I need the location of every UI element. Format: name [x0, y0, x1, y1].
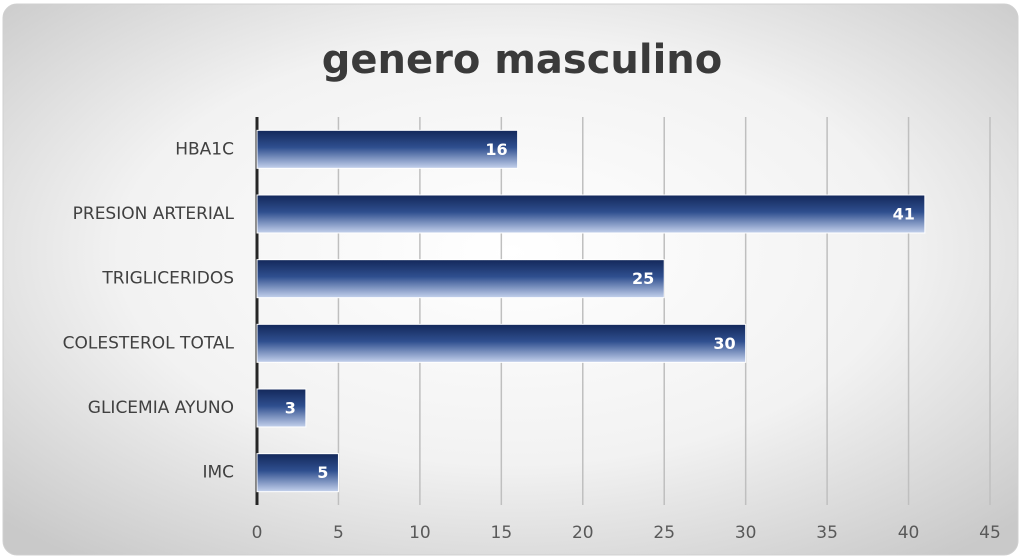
- bar: [256, 453, 339, 493]
- x-tick-label: 20: [572, 523, 594, 543]
- x-tick-label: 40: [898, 523, 920, 543]
- data-label: 30: [713, 334, 735, 353]
- bar: [256, 194, 926, 234]
- y-tick-label: COLESTEROL TOTAL: [63, 333, 235, 353]
- bar: [256, 323, 747, 363]
- data-label: 5: [317, 463, 328, 482]
- x-tick-label: 5: [333, 523, 344, 543]
- x-tick-label: 30: [735, 523, 757, 543]
- bar: [256, 388, 307, 428]
- data-label: 16: [485, 140, 507, 159]
- y-tick-label: GLICEMIA AYUNO: [88, 398, 234, 418]
- bar: [256, 129, 519, 169]
- y-tick-label: IMC: [202, 463, 234, 483]
- data-label: 25: [632, 269, 654, 288]
- y-tick-label: TRIGLICERIDOS: [101, 269, 234, 289]
- bar: [256, 259, 665, 299]
- y-tick-label: PRESION ARTERIAL: [73, 204, 235, 224]
- x-tick-label: 45: [979, 523, 1001, 543]
- x-tick-label: 15: [491, 523, 513, 543]
- x-tick-label: 10: [409, 523, 431, 543]
- y-tick-label: HBA1C: [175, 139, 234, 159]
- data-label: 3: [285, 399, 296, 418]
- data-label: 41: [893, 205, 915, 224]
- x-tick-label: 0: [252, 523, 263, 543]
- x-tick-label: 35: [816, 523, 838, 543]
- x-tick-label: 25: [653, 523, 675, 543]
- chart-title: genero masculino: [322, 37, 723, 83]
